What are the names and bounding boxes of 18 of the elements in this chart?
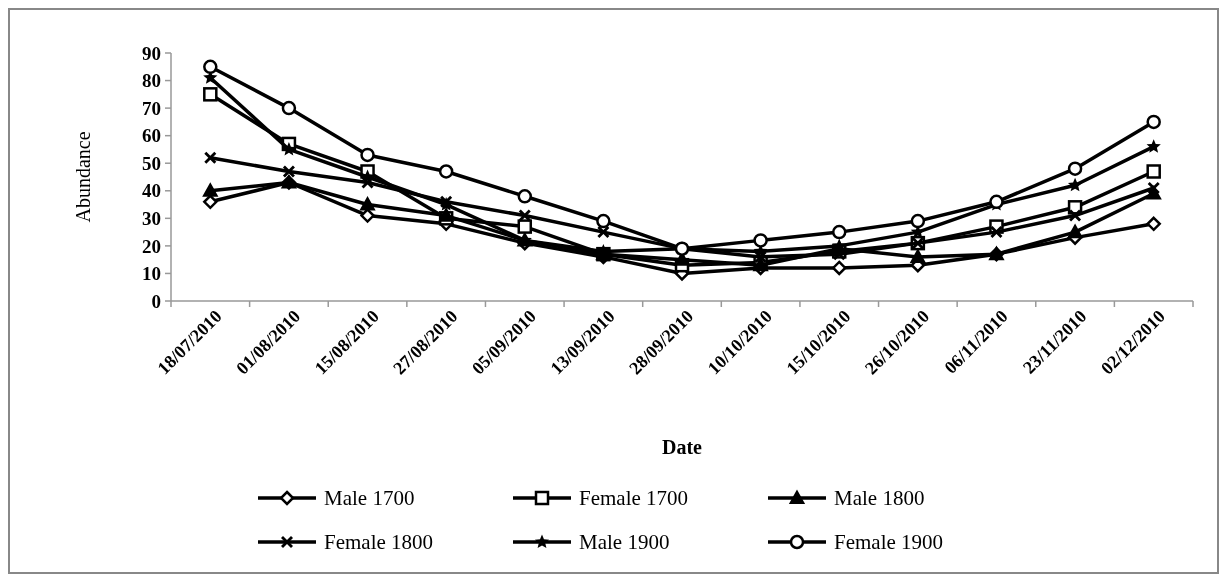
y-tick-label: 90 — [142, 42, 161, 64]
y-tick-label: 0 — [151, 290, 161, 312]
y-tick-label: 30 — [142, 207, 161, 229]
legend-label: Female 1800 — [324, 530, 434, 555]
y-axis-title: Abundance — [72, 131, 94, 223]
y-tick-label: 80 — [142, 70, 161, 92]
y-tick-label: 40 — [142, 180, 161, 202]
y-tick-label: 50 — [142, 152, 161, 174]
y-tick-label: 10 — [142, 263, 161, 285]
legend-label: Male 1700 — [324, 486, 415, 511]
legend-label: Female 1900 — [834, 530, 944, 555]
y-tick-label: 60 — [142, 125, 161, 147]
legend-label: Female 1700 — [579, 486, 689, 511]
y-tick-label: 20 — [142, 235, 161, 257]
legend-label: Male 1900 — [579, 530, 670, 555]
y-tick-label: 70 — [142, 97, 161, 119]
x-axis-title: Date — [662, 436, 703, 458]
legend-label: Male 1800 — [834, 486, 925, 511]
